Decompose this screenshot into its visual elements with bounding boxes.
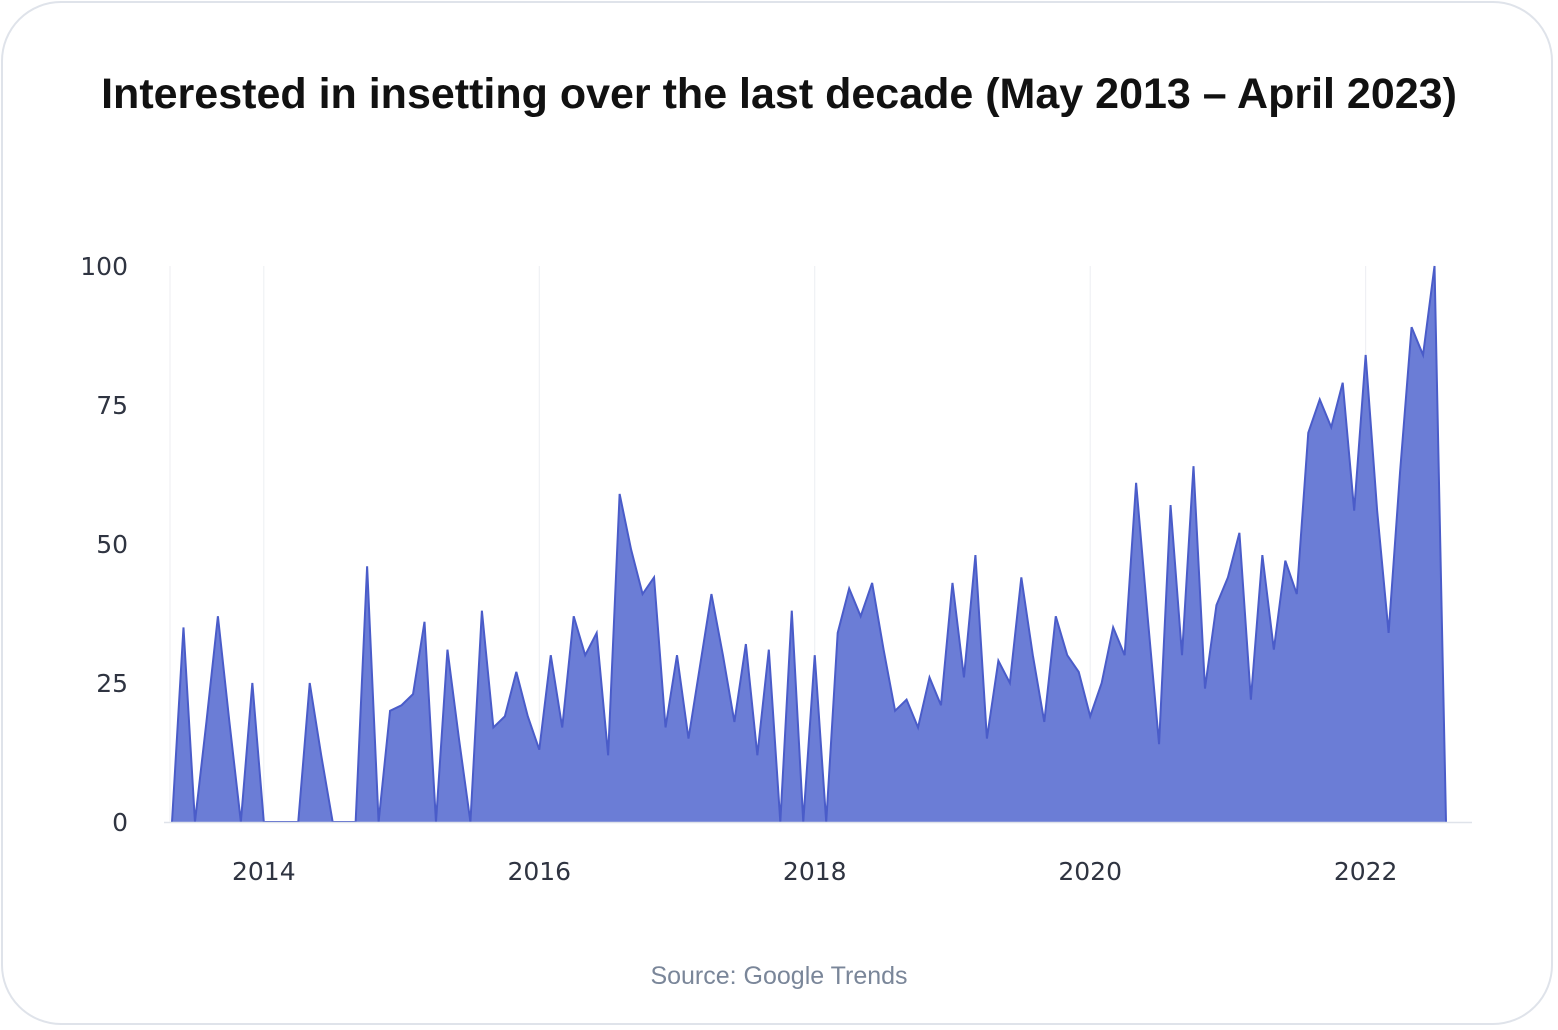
- y-axis: 0 25 50 75 100: [80, 252, 128, 837]
- y-tick-label: 0: [112, 808, 128, 837]
- x-tick-label: 2014: [232, 857, 296, 886]
- y-tick-label: 75: [96, 391, 128, 420]
- chart-title: Interested in insetting over the last de…: [101, 70, 1457, 118]
- x-tick-label: 2022: [1334, 857, 1398, 886]
- y-tick-label: 100: [80, 252, 128, 281]
- x-axis: 2014 2016 2018 2020 2022: [164, 821, 1472, 886]
- y-tick-label: 50: [96, 530, 128, 559]
- area-fill: [172, 266, 1446, 822]
- area-line: [171, 265, 1447, 823]
- x-tick-label: 2020: [1058, 857, 1122, 886]
- chart-source: Source: Google Trends: [650, 962, 908, 990]
- y-tick-label: 25: [96, 669, 128, 698]
- x-tick-label: 2016: [507, 857, 571, 886]
- area-series: [171, 265, 1447, 823]
- x-tick-label: 2018: [783, 857, 847, 886]
